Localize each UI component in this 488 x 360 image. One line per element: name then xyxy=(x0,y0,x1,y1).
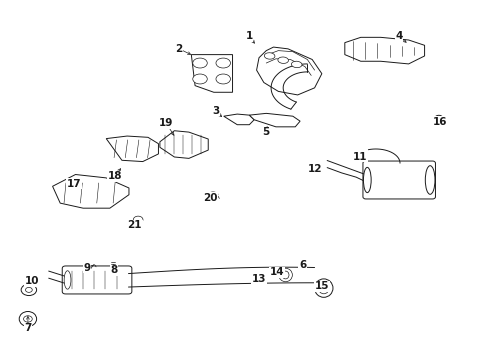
Text: 15: 15 xyxy=(314,281,328,291)
Text: 21: 21 xyxy=(127,220,142,230)
Ellipse shape xyxy=(318,283,328,294)
Polygon shape xyxy=(106,136,158,162)
Ellipse shape xyxy=(311,167,319,174)
Text: 20: 20 xyxy=(203,193,218,203)
Text: 14: 14 xyxy=(269,267,284,277)
Text: 8: 8 xyxy=(110,265,117,275)
Polygon shape xyxy=(344,37,424,64)
Polygon shape xyxy=(160,131,208,158)
Ellipse shape xyxy=(264,53,274,59)
Polygon shape xyxy=(53,175,129,208)
Circle shape xyxy=(23,316,32,322)
Text: 17: 17 xyxy=(67,179,81,189)
Polygon shape xyxy=(256,47,321,95)
FancyBboxPatch shape xyxy=(62,266,132,294)
Ellipse shape xyxy=(192,74,207,84)
Text: 2: 2 xyxy=(175,44,183,54)
Circle shape xyxy=(21,284,37,296)
Polygon shape xyxy=(249,113,300,127)
Ellipse shape xyxy=(282,271,288,279)
Ellipse shape xyxy=(64,271,71,289)
Ellipse shape xyxy=(291,61,302,68)
Circle shape xyxy=(25,287,32,292)
Text: 4: 4 xyxy=(395,31,402,41)
Ellipse shape xyxy=(314,279,332,297)
Ellipse shape xyxy=(363,167,370,193)
Polygon shape xyxy=(191,55,232,92)
Ellipse shape xyxy=(19,311,37,327)
Text: 19: 19 xyxy=(159,118,173,128)
Text: 9: 9 xyxy=(83,262,91,273)
Ellipse shape xyxy=(192,58,207,68)
Ellipse shape xyxy=(278,268,292,282)
Polygon shape xyxy=(223,114,254,125)
Ellipse shape xyxy=(216,74,230,84)
Text: 12: 12 xyxy=(307,165,321,174)
Ellipse shape xyxy=(425,166,434,194)
Text: 3: 3 xyxy=(211,106,219,116)
Ellipse shape xyxy=(216,58,230,68)
Circle shape xyxy=(133,216,142,223)
Text: 13: 13 xyxy=(251,274,265,284)
Text: 10: 10 xyxy=(24,276,39,286)
Ellipse shape xyxy=(277,57,288,63)
FancyBboxPatch shape xyxy=(362,161,435,199)
Text: 5: 5 xyxy=(262,127,269,137)
Text: 11: 11 xyxy=(352,152,367,162)
Text: 7: 7 xyxy=(24,323,32,333)
Text: 6: 6 xyxy=(298,260,305,270)
Text: 1: 1 xyxy=(245,31,252,41)
Text: 16: 16 xyxy=(432,117,447,126)
Text: 18: 18 xyxy=(107,171,122,181)
